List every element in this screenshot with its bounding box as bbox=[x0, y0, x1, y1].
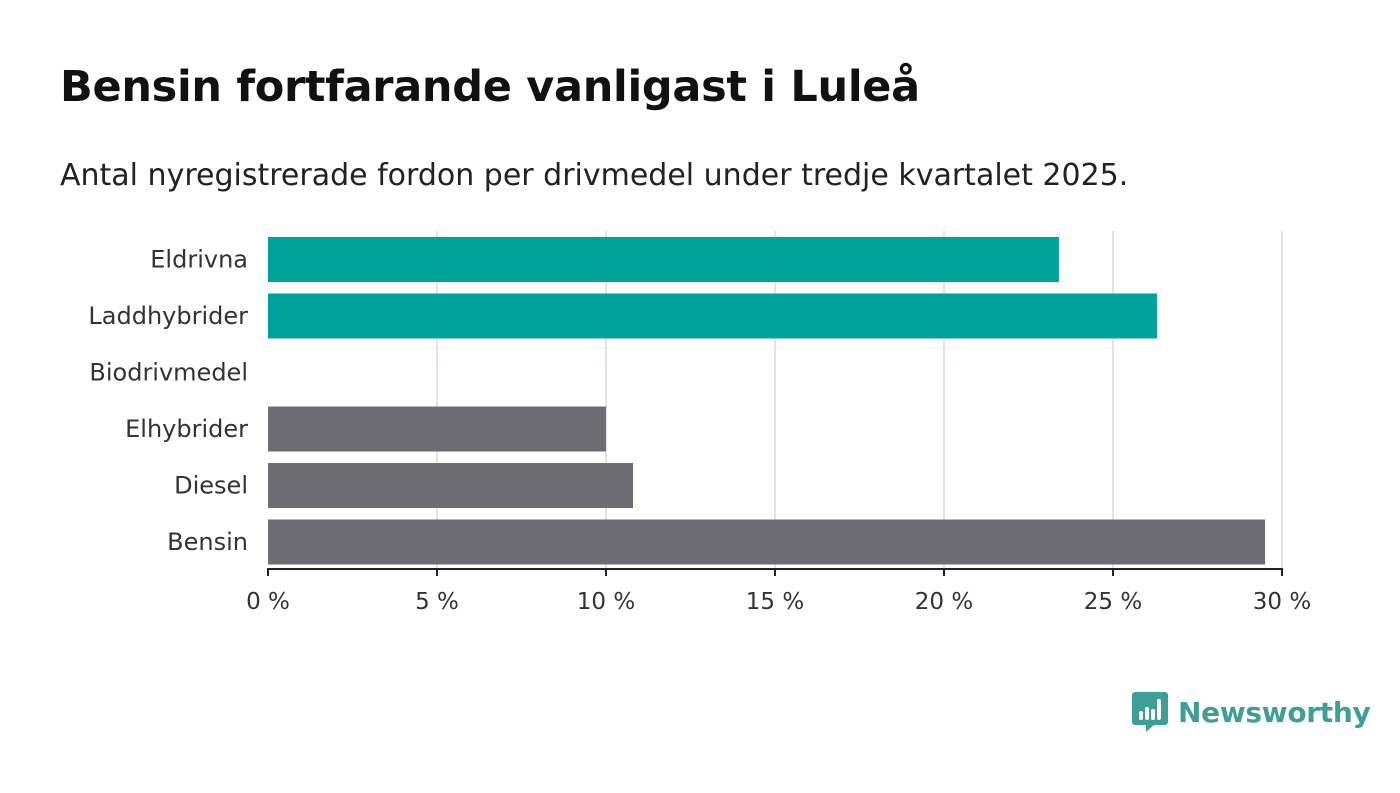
chart-subtitle: Antal nyregistrerade fordon per drivmede… bbox=[60, 158, 1129, 193]
bar-diesel bbox=[268, 463, 634, 508]
bar-elhybrider bbox=[268, 406, 606, 452]
x-tick-label: 0 % bbox=[246, 589, 290, 615]
brand-name: Newsworthy bbox=[1178, 695, 1371, 729]
category-label: Eldrivna bbox=[150, 246, 248, 274]
x-tick-label: 30 % bbox=[1253, 589, 1311, 615]
bar-chart-icon bbox=[1132, 692, 1168, 732]
x-tick-label: 10 % bbox=[577, 589, 635, 615]
category-label: Diesel bbox=[174, 472, 248, 500]
bar-bensin bbox=[268, 519, 1266, 565]
category-label: Bensin bbox=[167, 528, 248, 556]
category-label: Elhybrider bbox=[125, 415, 248, 443]
bar-laddhybrider bbox=[268, 293, 1157, 339]
newsworthy-logo: Newsworthy bbox=[1132, 692, 1371, 732]
chart-title: Bensin fortfarande vanligast i Luleå bbox=[60, 62, 920, 112]
bar-eldrivna bbox=[268, 237, 1059, 282]
x-tick-label: 5 % bbox=[415, 589, 459, 615]
x-tick-label: 20 % bbox=[915, 589, 973, 615]
category-label: Biodrivmedel bbox=[89, 359, 248, 387]
x-tick-label: 25 % bbox=[1084, 589, 1142, 615]
category-label: Laddhybrider bbox=[88, 302, 248, 330]
x-tick-label: 15 % bbox=[746, 589, 804, 615]
